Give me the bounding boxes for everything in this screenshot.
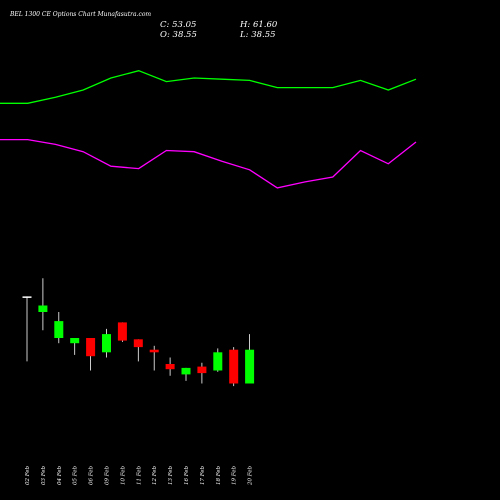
candle-10 <box>181 367 191 381</box>
x-tick-label: 17 Feb <box>200 466 206 486</box>
candle-body <box>86 338 96 357</box>
candle-body <box>70 338 80 344</box>
x-tick-labels: 02 Feb 03 Feb 04 Feb 05 Feb 06 Feb 09 Feb 10 F… <box>25 466 254 487</box>
candle-13 <box>229 347 239 387</box>
x-tick-label: 05 Feb <box>73 466 79 486</box>
x-tick-label: 13 Feb <box>168 466 174 486</box>
candle-9 <box>165 357 175 376</box>
candle-11 <box>197 362 207 384</box>
candle-8 <box>149 345 159 371</box>
x-tick-label: 16 Feb <box>184 466 190 486</box>
candle-body <box>229 349 239 384</box>
x-tick-label: 19 Feb <box>232 466 238 486</box>
x-tick-label: 04 Feb <box>57 466 63 486</box>
candle-1 <box>38 278 48 331</box>
candle-body <box>181 367 191 375</box>
chart-title: BEL 1300 CE Options Chart Munafasutra.co… <box>9 11 151 18</box>
candle-body <box>245 349 255 384</box>
candle-body <box>133 339 143 348</box>
candle-body <box>117 322 127 341</box>
candle-body <box>197 366 207 374</box>
candle-body <box>102 334 111 353</box>
x-tick-label: 18 Feb <box>216 466 222 486</box>
x-tick-label: 03 Feb <box>41 466 47 486</box>
candle-2 <box>54 312 64 344</box>
candle-body <box>165 364 175 370</box>
x-tick-label: 02 Feb <box>25 466 31 486</box>
candle-body <box>54 321 64 338</box>
x-tick-label: 10 Feb <box>120 466 126 486</box>
x-tick-label: 06 Feb <box>89 466 95 486</box>
x-tick-label: 12 Feb <box>152 466 158 486</box>
x-tick-label: 11 Feb <box>136 466 142 486</box>
candle-body <box>149 349 159 353</box>
overlay-lines <box>0 70 417 189</box>
candle-body <box>22 296 32 298</box>
overlay-line-1 <box>0 138 417 189</box>
candle-body <box>38 305 48 312</box>
high-value: H: 61.60 <box>239 20 278 30</box>
overlay-line-0 <box>0 70 417 104</box>
candle-14 <box>245 334 255 384</box>
candle-body <box>213 352 223 371</box>
low-value: L: 38.55 <box>239 30 276 40</box>
close-value: C: 53.05 <box>160 20 196 30</box>
candles <box>22 278 255 387</box>
open-value: O: 38.55 <box>160 30 197 40</box>
candle-6 <box>117 322 127 342</box>
candle-0 <box>22 296 32 362</box>
x-tick-label: 20 Feb <box>248 466 254 487</box>
candle-4 <box>86 338 96 371</box>
candle-5 <box>102 328 111 358</box>
x-tick-label: 09 Feb <box>105 466 111 486</box>
candle-3 <box>70 338 80 355</box>
candle-7 <box>133 339 143 362</box>
candle-12 <box>213 348 223 372</box>
